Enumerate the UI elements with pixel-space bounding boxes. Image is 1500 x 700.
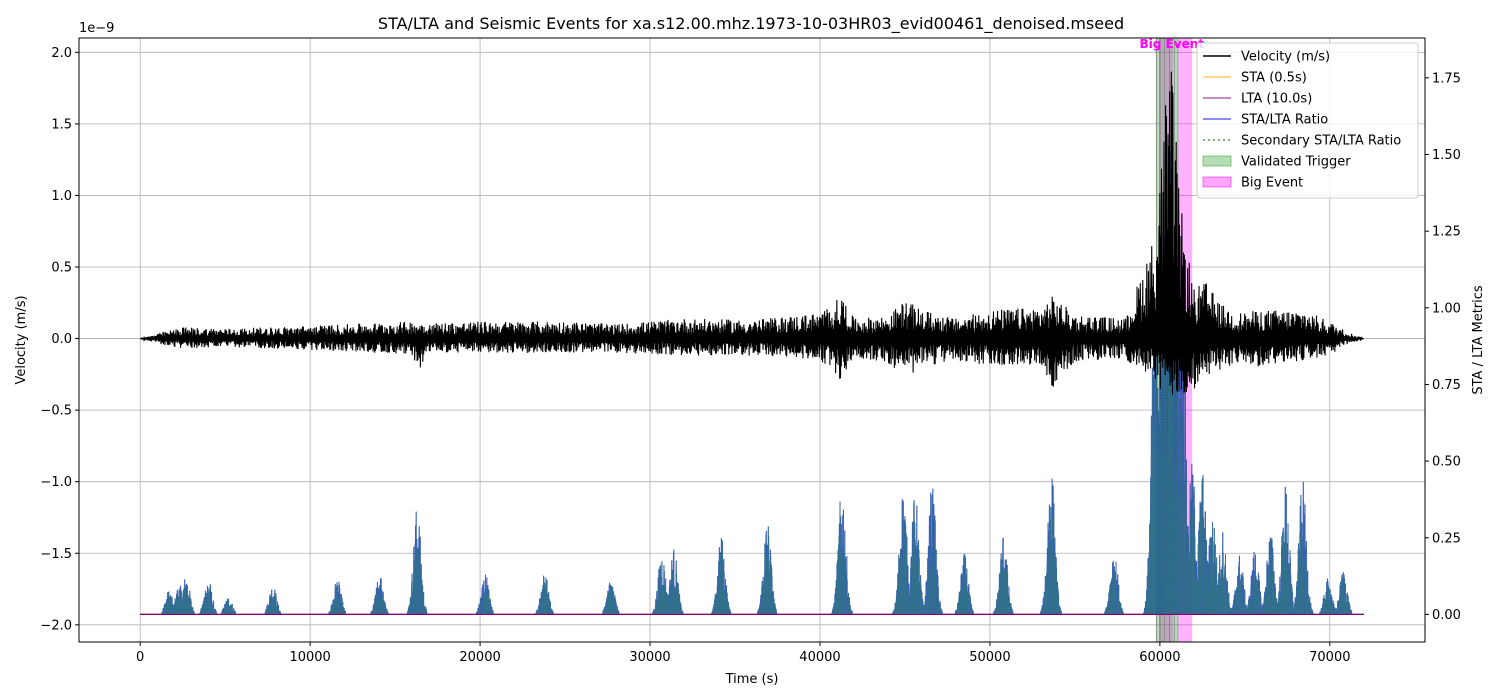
- legend-label: Velocity (m/s): [1241, 50, 1330, 65]
- legend-label: LTA (10.0s): [1241, 92, 1312, 107]
- y-right-tick-label: 0.75: [1432, 378, 1461, 393]
- x-tick-label: 40000: [799, 650, 840, 665]
- legend: Velocity (m/s) STA (0.5s) LTA (10.0s) STA/L…: [1196, 42, 1419, 199]
- y-left-tick-label: 0.5: [51, 261, 72, 276]
- y-axis-left-label: Velocity (m/s): [14, 295, 29, 384]
- y-left-tick-label: −2.0: [40, 618, 72, 633]
- legend-swatch-patch: [1202, 176, 1232, 188]
- x-axis-label: Time (s): [725, 672, 779, 687]
- y-left-tick-label: −1.0: [40, 475, 72, 490]
- legend-label: STA (0.5s): [1241, 71, 1307, 86]
- x-tick-label: 70000: [1309, 650, 1350, 665]
- y-left-tick-label: −0.5: [40, 404, 72, 419]
- x-tick-label: 30000: [629, 650, 670, 665]
- secondary-sta-lta-ratio-line: [140, 150, 1364, 616]
- x-tick-label: 10000: [289, 650, 330, 665]
- legend-label: Validated Trigger: [1241, 155, 1351, 170]
- legend-label: STA/LTA Ratio: [1241, 113, 1328, 128]
- y-right-tick-label: 0.00: [1432, 608, 1461, 623]
- y-left-offset-label: 1e−9: [79, 21, 114, 36]
- legend-swatch-patch: [1202, 155, 1232, 167]
- plot-frame: [78, 37, 1426, 643]
- x-axis: 0 10000 20000 30000 40000 50000 60000 70000: [136, 642, 1351, 665]
- legend-box: [1196, 42, 1419, 199]
- x-tick-label: 60000: [1139, 650, 1180, 665]
- legend-label: Big Event: [1241, 176, 1303, 191]
- ratio-series: [140, 150, 1364, 616]
- y-left-tick-label: 2.0: [51, 46, 72, 61]
- y-right-tick-label: 1.75: [1432, 71, 1461, 86]
- y-right-tick-label: 1.00: [1432, 301, 1461, 316]
- legend-label: Secondary STA/LTA Ratio: [1241, 134, 1401, 149]
- x-tick-label: 20000: [459, 650, 500, 665]
- y-right-tick-label: 1.50: [1432, 148, 1461, 163]
- y-left-tick-label: 1.0: [51, 189, 72, 204]
- y-axis-right: 0.00 0.25 0.50 0.75 1.00 1.25 1.50 1.75: [1425, 71, 1461, 623]
- x-tick-label: 50000: [969, 650, 1010, 665]
- y-left-tick-label: 1.5: [51, 117, 72, 132]
- velocity-line: [140, 71, 1364, 395]
- x-tick-label: 0: [136, 650, 144, 665]
- y-axis-right-label: STA / LTA Metrics: [1471, 285, 1486, 395]
- y-right-tick-label: 0.25: [1432, 531, 1461, 546]
- y-right-tick-label: 1.25: [1432, 225, 1461, 240]
- y-left-tick-label: −1.5: [40, 547, 72, 562]
- y-right-tick-label: 0.50: [1432, 455, 1461, 470]
- y-axis-left: −2.0 −1.5 −1.0 −0.5 0.0 0.5 1.0 1.5 2.0: [40, 46, 79, 633]
- big-event-annotation: Big Event: [1140, 37, 1205, 51]
- velocity-series: [140, 71, 1364, 395]
- chart-title: STA/LTA and Seismic Events for xa.s12.00…: [378, 14, 1124, 34]
- y-left-tick-label: 0.0: [51, 332, 72, 347]
